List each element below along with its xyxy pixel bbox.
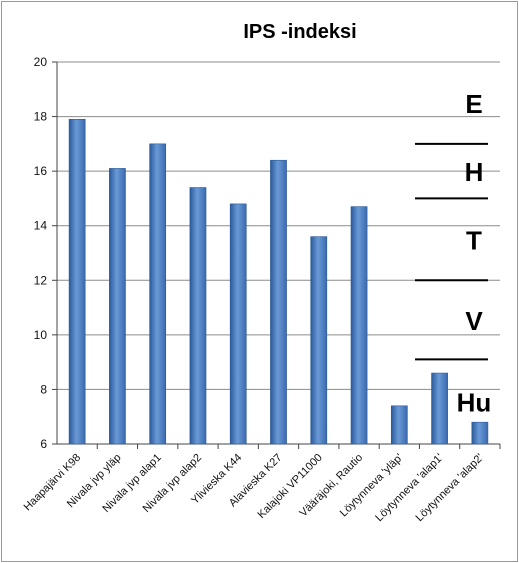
bar <box>229 203 247 445</box>
zone-annotations: E H T V Hu <box>415 89 491 418</box>
bar <box>149 143 167 445</box>
bar <box>68 119 86 445</box>
y-tick-label: 10 <box>34 328 48 342</box>
category-label: Löytynneva 'alap1' <box>373 452 445 524</box>
chart-title: IPS -indeksi <box>243 21 356 43</box>
bar <box>109 168 126 445</box>
bar <box>471 421 489 445</box>
y-tick-label: 6 <box>40 437 47 451</box>
bars <box>68 119 489 445</box>
y-tick-label: 14 <box>34 219 48 233</box>
y-tick-label: 18 <box>34 110 48 124</box>
zone-label: H <box>465 157 484 187</box>
y-tick-label: 8 <box>40 382 47 396</box>
axes: 6 8 10 12 14 16 18 20 <box>34 55 501 451</box>
zone-label: Hu <box>457 388 492 418</box>
bar <box>270 159 287 445</box>
y-tick-label: 20 <box>34 55 48 69</box>
y-tick-label: 12 <box>34 273 48 287</box>
category-label: Löytynneva 'alap2' <box>414 452 486 524</box>
zone-label: V <box>465 306 483 336</box>
zone-label: E <box>465 89 482 119</box>
bar <box>390 405 408 445</box>
bar <box>310 236 328 445</box>
bar <box>350 206 368 445</box>
bar <box>431 372 448 445</box>
zone-label: T <box>466 225 482 255</box>
bar <box>189 187 207 445</box>
y-tick-label: 16 <box>34 164 48 178</box>
